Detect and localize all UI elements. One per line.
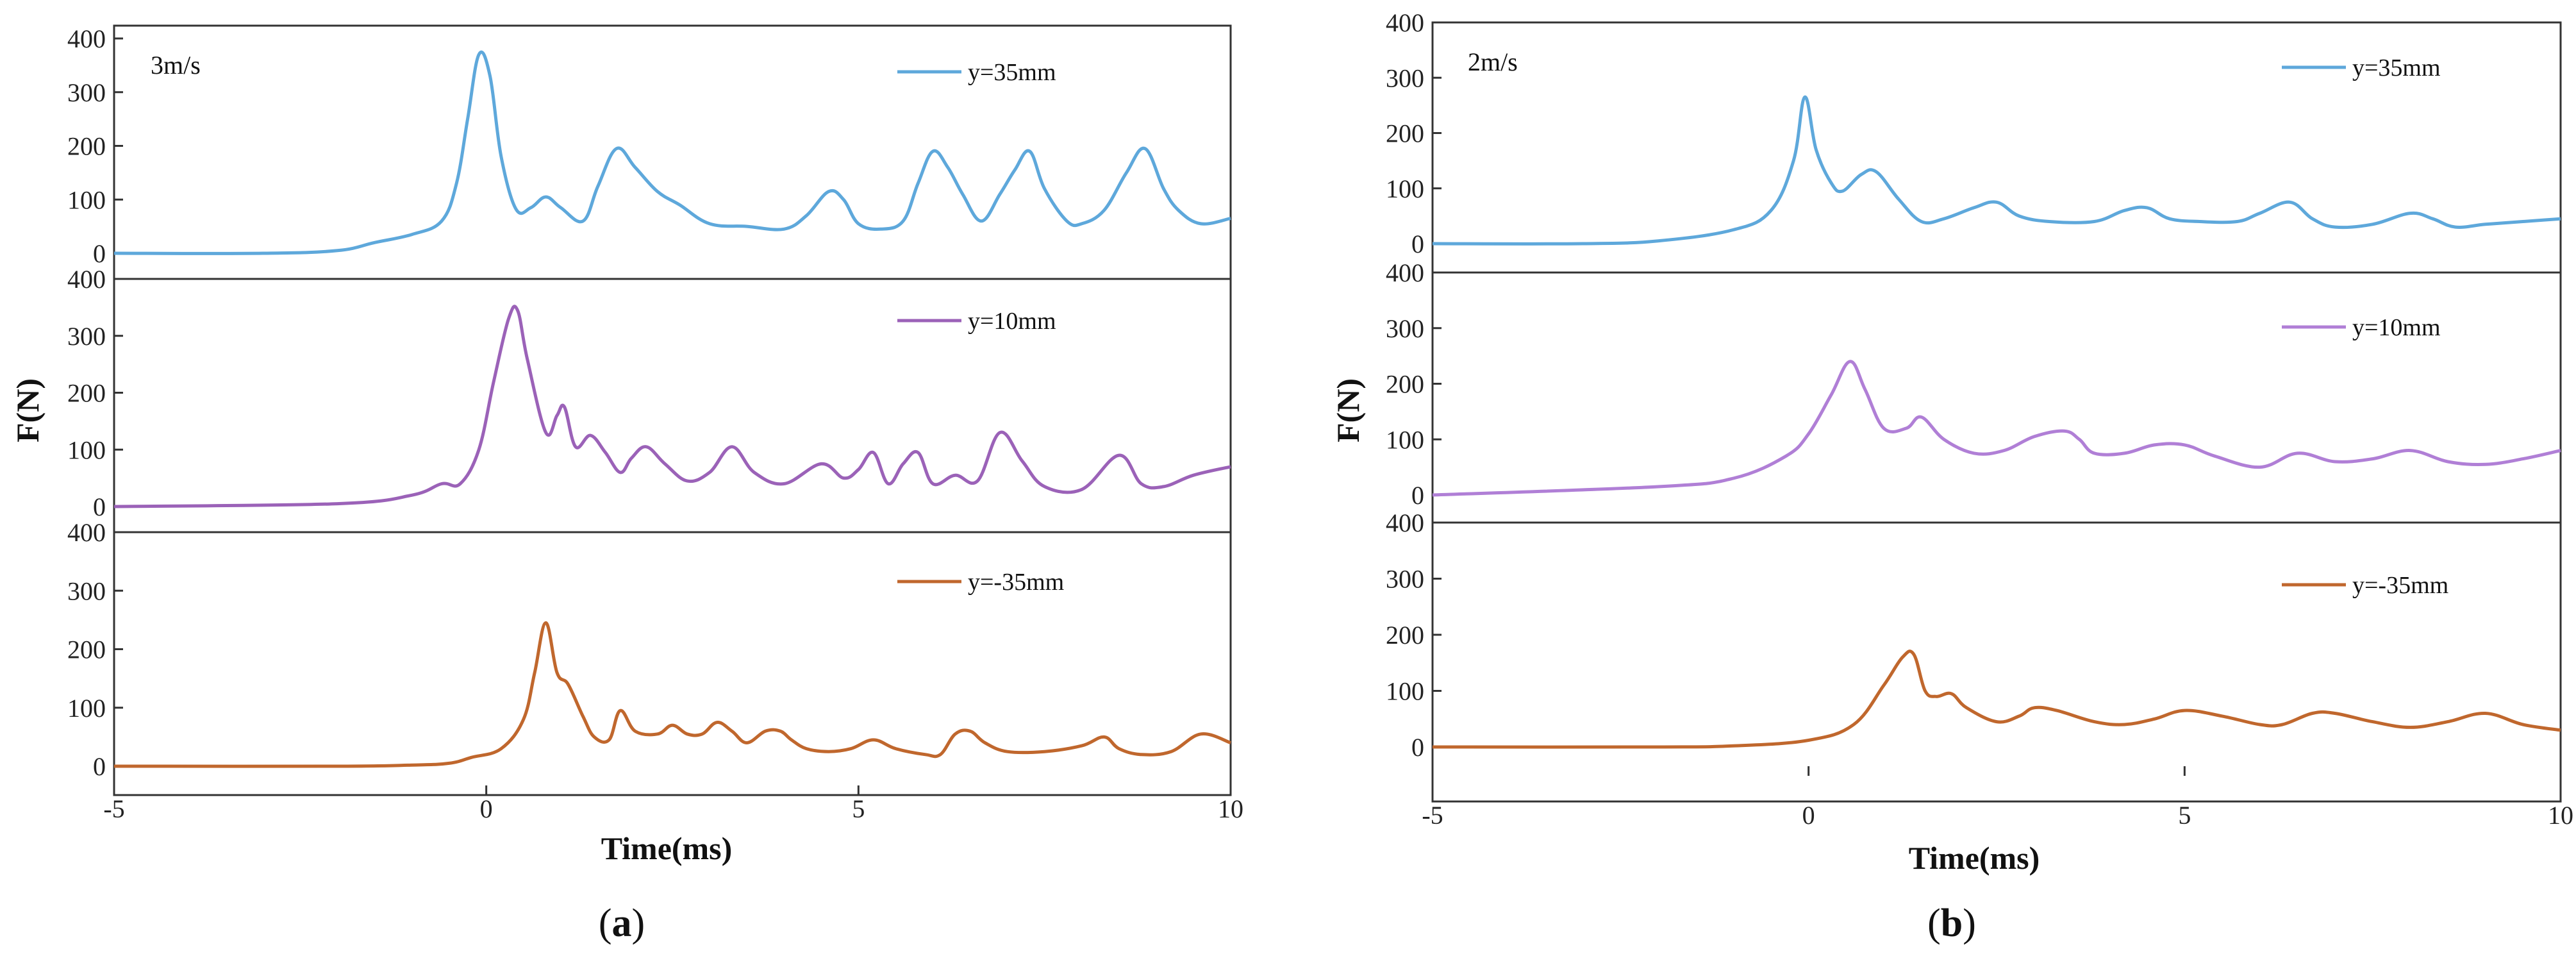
x-tick-label: 0 bbox=[480, 794, 493, 823]
chart-a-panel-1-yticks: 0 100 200 300 400 bbox=[67, 24, 123, 268]
chart-a-panel-3-series-line bbox=[113, 621, 1231, 768]
chart-a-panel-2: 0 100 200 300 400 y=10mm bbox=[67, 265, 1232, 533]
y-tick-label: 100 bbox=[1386, 425, 1424, 454]
chart-b-panel-2-series-line bbox=[1432, 360, 2561, 497]
y-tick-label: 400 bbox=[1386, 258, 1424, 287]
chart-b-panel-3-yticks: 0 100 200 300 400 bbox=[1386, 508, 1442, 762]
chart-a-panel-3-legend-label: y=-35mm bbox=[968, 569, 1064, 596]
y-tick-label: 200 bbox=[67, 132, 106, 161]
x-tick-label: 10 bbox=[2548, 801, 2573, 830]
y-tick-label: 300 bbox=[67, 576, 106, 605]
chart-b-panel-3-frame bbox=[1431, 521, 2562, 803]
y-tick-label: 100 bbox=[67, 435, 106, 464]
y-tick-label: 400 bbox=[67, 24, 106, 53]
chart-b-ylabel: F(N) bbox=[1330, 378, 1366, 442]
y-tick-label: 200 bbox=[67, 635, 106, 664]
y-tick-label: 0 bbox=[1411, 481, 1424, 510]
chart-a-xticks: -5 0 5 10 bbox=[103, 785, 1243, 823]
chart-b-panel-2: 0 100 200 300 400 y=10mm bbox=[1386, 258, 2562, 524]
x-tick-label: 0 bbox=[1802, 801, 1815, 830]
chart-b-panel-1-legend-label: y=35mm bbox=[2352, 55, 2441, 81]
chart-a-panel-2-legend-label: y=10mm bbox=[968, 308, 1056, 335]
y-tick-label: 200 bbox=[1386, 621, 1424, 650]
chart-b-panel-2-legend-label: y=10mm bbox=[2352, 314, 2441, 341]
chart-b-caption: (b) bbox=[1927, 901, 1976, 945]
chart-a-panel-3-frame bbox=[113, 531, 1232, 796]
y-tick-label: 100 bbox=[67, 694, 106, 723]
y-tick-label: 200 bbox=[67, 379, 106, 408]
x-tick-label: -5 bbox=[103, 794, 124, 823]
x-tick-label: 10 bbox=[1218, 794, 1243, 823]
y-tick-label: 400 bbox=[1386, 8, 1424, 37]
x-tick-label: -5 bbox=[1422, 801, 1443, 830]
y-tick-label: 400 bbox=[1386, 508, 1424, 537]
y-tick-label: 100 bbox=[1386, 677, 1424, 706]
y-tick-label: 0 bbox=[93, 492, 106, 521]
y-tick-label: 300 bbox=[67, 78, 106, 107]
y-tick-label: 0 bbox=[1411, 733, 1424, 762]
chart-b-panel-3-legend-label: y=-35mm bbox=[2352, 572, 2448, 599]
x-tick-label: 5 bbox=[852, 794, 865, 823]
chart-b-panel-2-yticks: 0 100 200 300 400 bbox=[1386, 258, 1442, 510]
chart-b-speed-annotation: 2m/s bbox=[1468, 47, 1518, 76]
chart-a-panel-1-frame bbox=[113, 24, 1232, 280]
chart-a-panel-1-series-line bbox=[113, 50, 1231, 255]
chart-a-xlabel: Time(ms) bbox=[601, 830, 733, 866]
chart-b-panel-1: 0 100 200 300 400 y=35mm 2m/s bbox=[1386, 8, 2562, 274]
chart-b-panel-3-series-line bbox=[1432, 650, 2561, 749]
y-tick-label: 100 bbox=[67, 185, 106, 214]
chart-b-panel-1-series-line bbox=[1432, 95, 2561, 246]
chart-b-panel-3: 0 100 200 300 400 y=-35mm bbox=[1386, 508, 2562, 803]
chart-b-xticks: -5 0 5 10 bbox=[1422, 766, 2573, 830]
chart-a-panel-2-series-line bbox=[113, 305, 1231, 508]
chart-b-panel-2-frame bbox=[1431, 271, 2562, 524]
chart-a-speed-annotation: 3m/s bbox=[151, 51, 201, 80]
chart-a-panel-3: 0 100 200 300 400 y=-35mm bbox=[67, 518, 1232, 796]
y-tick-label: 400 bbox=[67, 518, 106, 547]
y-tick-label: 300 bbox=[67, 322, 106, 351]
chart-b-panel-1-yticks: 0 100 200 300 400 bbox=[1386, 8, 1442, 258]
y-tick-label: 0 bbox=[93, 752, 106, 781]
y-tick-label: 300 bbox=[1386, 565, 1424, 594]
chart-a-panel-2-yticks: 0 100 200 300 400 bbox=[67, 265, 123, 521]
y-tick-label: 400 bbox=[67, 265, 106, 294]
chart-a-panel-1: 0 100 200 300 400 y=35mm 3m/s bbox=[67, 24, 1232, 280]
y-tick-label: 0 bbox=[1411, 230, 1424, 258]
chart-a-caption: (a) bbox=[599, 901, 645, 945]
y-tick-label: 200 bbox=[1386, 370, 1424, 399]
x-tick-label: 5 bbox=[2178, 801, 2191, 830]
y-tick-label: 0 bbox=[93, 239, 106, 268]
chart-a-panel-3-yticks: 0 100 200 300 400 bbox=[67, 518, 123, 781]
chart-a-panel-1-legend-label: y=35mm bbox=[968, 59, 1056, 86]
y-tick-label: 300 bbox=[1386, 314, 1424, 343]
y-tick-label: 300 bbox=[1386, 63, 1424, 92]
chart-a-panel-2-frame bbox=[113, 278, 1232, 533]
y-tick-label: 100 bbox=[1386, 174, 1424, 203]
chart-b-xlabel: Time(ms) bbox=[1909, 840, 2040, 876]
chart-a-ylabel: F(N) bbox=[10, 378, 46, 442]
y-tick-label: 200 bbox=[1386, 119, 1424, 148]
